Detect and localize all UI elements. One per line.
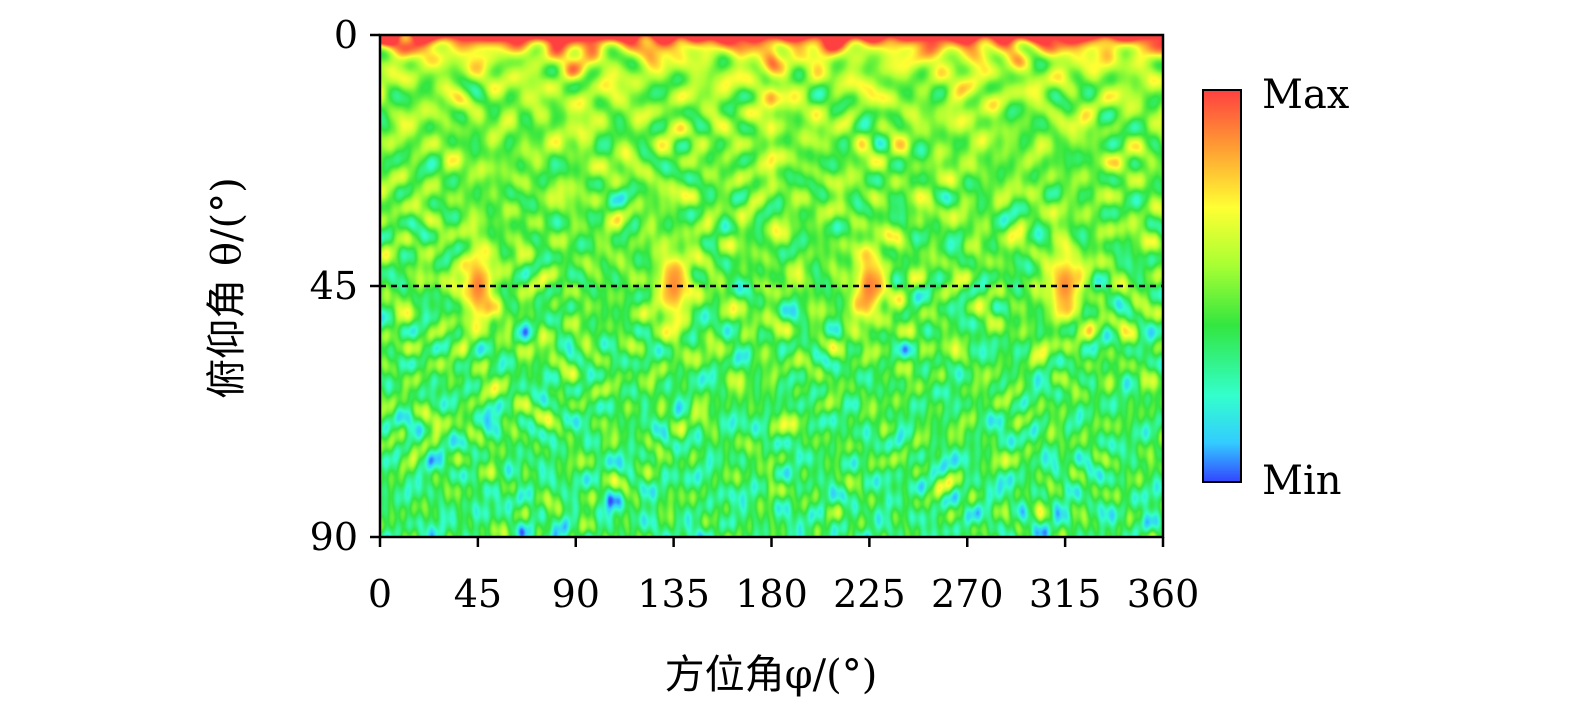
- y-tick-label: 90: [310, 515, 358, 559]
- x-tick-label: 315: [1029, 572, 1102, 616]
- x-tick-label: 360: [1127, 572, 1200, 616]
- x-tick-label: 135: [637, 572, 710, 616]
- x-tick-label: 45: [454, 572, 502, 616]
- x-tick-label: 225: [833, 572, 906, 616]
- x-tick-label: 0: [368, 572, 392, 616]
- x-tick-label: 270: [931, 572, 1004, 616]
- x-axis-label: 方位角φ/(°): [665, 652, 878, 698]
- colorbar-max-label: Max: [1262, 72, 1350, 118]
- y-tick-label: 45: [310, 264, 358, 308]
- y-tick-label: 0: [334, 13, 358, 57]
- x-axis-ticks: 0 45 90 135 180 225 270 315 360: [368, 537, 1199, 616]
- colorbar: Max Min: [1202, 72, 1350, 504]
- colorbar-gradient: [1202, 89, 1242, 483]
- x-tick-label: 90: [552, 572, 600, 616]
- x-tick-label: 180: [735, 572, 808, 616]
- y-axis-ticks: 0 45 90: [310, 13, 380, 559]
- y-axis-label: 俯仰角 θ/(°): [204, 177, 250, 398]
- colorbar-min-label: Min: [1262, 458, 1342, 504]
- plot-area: [378, 33, 1165, 539]
